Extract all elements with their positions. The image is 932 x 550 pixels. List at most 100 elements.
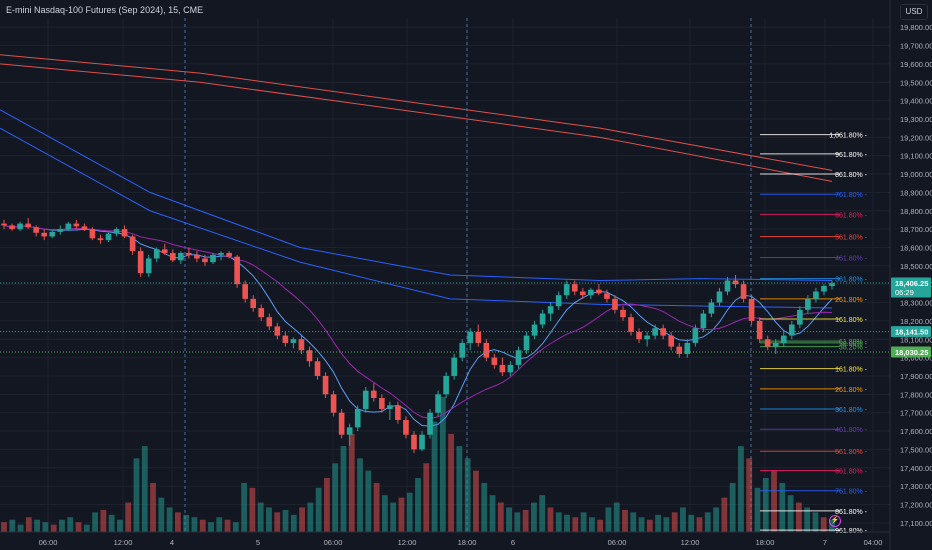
volume-bar (241, 482, 248, 532)
price-badge-countdown: 06:29 (895, 288, 914, 297)
candle-body (676, 346, 683, 354)
candle-body (9, 225, 15, 230)
candle-body (427, 412, 433, 435)
volume-bar (315, 487, 322, 532)
volume-bar (688, 514, 695, 532)
candle-body (129, 236, 136, 252)
volume-bar (663, 517, 670, 532)
candle-body (153, 249, 160, 259)
volume-bar (489, 495, 496, 532)
volume-bar (539, 495, 546, 532)
time-axis[interactable]: 06:00 12:00 4 5 06:00 12:00 18:00 6 06:00 12:00 18… (0, 531, 890, 547)
candle-body (298, 339, 305, 351)
candle-body (668, 335, 675, 347)
price-tick-label: 17,500.00 (900, 445, 932, 454)
time-tick-label: 18:00 (756, 538, 775, 547)
moving-average-line (3, 224, 833, 419)
volume-bar (398, 497, 405, 532)
candle-body (628, 317, 634, 332)
volume-bar (332, 463, 339, 532)
lightning-icon[interactable]: ⚡ (829, 515, 841, 527)
volume-bar (547, 507, 554, 532)
volume-bar (92, 512, 98, 532)
candle-body (218, 252, 224, 255)
volume-bar (257, 502, 264, 532)
volume-bar (108, 514, 115, 532)
volume-bar (704, 512, 711, 532)
chart-title: E-mini Nasdaq-100 Futures (Sep 2024), 15… (6, 5, 204, 15)
candle-body (266, 317, 273, 327)
moving-average-line (0, 109, 833, 282)
volume-bar (348, 433, 355, 532)
volume-bar (746, 458, 753, 532)
volume-bar (531, 502, 537, 532)
volume-bar (779, 482, 786, 532)
price-tick-label: 19,700.00 (900, 42, 932, 51)
moving-average-line (0, 54, 833, 171)
candle-body (41, 232, 48, 237)
price-axis[interactable]: 19,800.00 19,700.00 19,600.00 19,500.00 19,4… (889, 0, 932, 550)
volume-bar (497, 502, 504, 532)
volume-bar (795, 502, 802, 532)
volume-bar (572, 517, 579, 532)
volume-bar (50, 524, 57, 532)
candle-body (788, 324, 795, 336)
volume-bar (406, 492, 413, 532)
volume-bar (680, 507, 686, 532)
candle-body (362, 390, 369, 410)
candle-body (49, 231, 56, 237)
volume-bar (25, 517, 32, 532)
candle-body (539, 313, 546, 325)
candle-body (813, 291, 819, 299)
volume-bar (34, 519, 41, 532)
volume-bar (249, 487, 256, 532)
candle-body (403, 420, 409, 435)
candle-body (756, 320, 763, 340)
volume-bar (100, 509, 107, 532)
price-badge (891, 346, 931, 358)
price-badge (891, 326, 931, 338)
candle-body (370, 390, 377, 398)
price-tick-label: 19,300.00 (900, 115, 932, 124)
price-tick-label: 18,200.00 (900, 317, 932, 326)
fib-level-label: 761.80% - (835, 192, 868, 199)
volume-bar (762, 478, 769, 532)
volume-bar (381, 495, 388, 532)
fib-level-label: 1,061.80% - (829, 133, 867, 140)
moving-average-line (0, 127, 833, 309)
volume-bar (299, 507, 305, 532)
volume-bar (464, 458, 471, 532)
price-tick-label: 18,100.00 (900, 335, 932, 344)
candle-body (105, 233, 112, 241)
volume-bar (324, 478, 330, 532)
volume-bar (564, 514, 570, 532)
volume-bar (174, 512, 181, 532)
volume-bar (199, 519, 206, 532)
candle-body (226, 252, 232, 257)
candle-body (652, 328, 658, 336)
volume-bar (630, 512, 637, 532)
volume-bar (290, 514, 297, 532)
price-tick-label: 17,900.00 (900, 372, 932, 381)
price-axis-bg (890, 0, 932, 550)
volume-bar (373, 482, 380, 532)
price-tick-label: 18,300.00 (900, 299, 932, 308)
candle-body (17, 223, 23, 230)
candle-body (81, 226, 88, 230)
candle-body (724, 280, 731, 292)
volume-bar (605, 507, 612, 532)
volume-bars (1, 397, 835, 532)
volume-bar (655, 514, 662, 532)
candle-body (531, 324, 538, 336)
candle-body (708, 302, 715, 314)
candle-body (491, 357, 498, 365)
currency-button[interactable]: USD (900, 4, 928, 20)
volume-bar (514, 512, 521, 532)
candle-body (555, 295, 562, 307)
time-tick-label: 6 (511, 538, 515, 547)
candle-body (338, 412, 345, 435)
time-tick-label: 04:00 (864, 538, 883, 547)
volume-bar (431, 421, 438, 532)
volume-bar (812, 512, 819, 532)
